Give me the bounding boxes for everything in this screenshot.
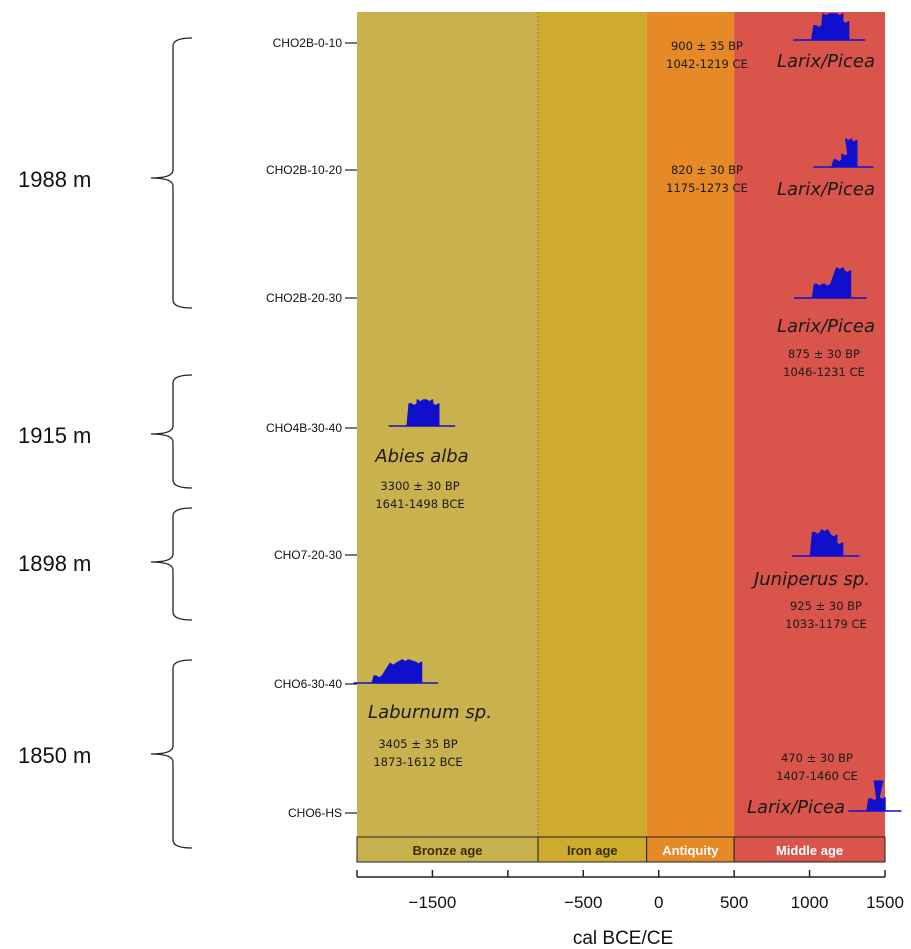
sample-label: CHO2B-10-20: [266, 163, 342, 177]
probability-distribution-0: [793, 13, 866, 41]
cal-date-4: 1033-1179 CE: [785, 617, 867, 631]
altitude-brace: [150, 507, 193, 621]
bp-date-1: 820 ± 30 BP: [671, 163, 743, 177]
period-band-0: [357, 12, 539, 837]
x-tick-label: 0: [654, 893, 663, 912]
sample-label: CHO2B-0-10: [273, 36, 343, 50]
sample-label: CHO4B-30-40: [266, 421, 342, 435]
period-band-2: [646, 12, 735, 837]
taxon-label-2: Larix/Picea: [777, 316, 875, 337]
period-label-box-2: [646, 836, 735, 863]
altitude-label: 1898 m: [18, 551, 91, 576]
probability-distribution-2: [793, 267, 868, 299]
cal-date-5: 1873-1612 BCE: [373, 755, 462, 769]
cal-date-6: 1407-1460 CE: [776, 769, 858, 783]
probability-distribution-3: [388, 399, 456, 427]
cal-date-1: 1175-1273 CE: [666, 181, 748, 195]
altitude-brace: [150, 374, 193, 489]
bp-date-0: 900 ± 35 BP: [671, 39, 743, 53]
period-band-3: [734, 12, 885, 837]
x-tick-label: 1500: [866, 893, 904, 912]
x-tick-label: −500: [564, 893, 602, 912]
sample-label: CHO2B-20-30: [266, 291, 342, 305]
altitude-label: 1850 m: [18, 743, 91, 768]
probability-distribution-5: [353, 659, 439, 684]
taxon-label-5: Laburnum sp.: [368, 702, 492, 723]
period-label-1: Iron age: [567, 843, 618, 858]
cal-date-0: 1042-1219 CE: [666, 57, 748, 71]
taxon-label-3: Abies alba: [374, 446, 468, 467]
bp-date-2: 875 ± 30 BP: [788, 347, 860, 361]
taxon-label-0: Larix/Picea: [777, 51, 875, 72]
probability-distribution-4: [791, 529, 860, 557]
period-label-3: Middle age: [776, 843, 843, 858]
probability-distribution-1: [813, 138, 874, 168]
taxon-label-1: Larix/Picea: [777, 179, 875, 200]
sample-label: CHO6-30-40: [274, 677, 342, 691]
taxon-label-6: Larix/Picea: [747, 797, 845, 818]
period-label-0: Bronze age: [412, 843, 482, 858]
altitude-label: 1988 m: [18, 167, 91, 192]
altitude-brace: [150, 37, 193, 309]
sample-label: CHO7-20-30: [274, 548, 342, 562]
x-tick-label: 500: [720, 893, 748, 912]
period-label-box-1: [537, 836, 648, 863]
bp-date-6: 470 ± 30 BP: [781, 751, 853, 765]
x-tick-label: −1500: [409, 893, 457, 912]
bp-date-5: 3405 ± 35 BP: [378, 737, 457, 751]
altitude-brace: [150, 659, 193, 849]
period-band-1: [538, 12, 647, 837]
period-label-box-3: [733, 836, 886, 863]
x-axis-title: cal BCE/CE: [573, 928, 673, 949]
period-label-box-0: [356, 836, 539, 863]
cal-date-2: 1046-1231 CE: [783, 365, 865, 379]
probability-distribution-6: [848, 780, 902, 812]
altitude-label: 1915 m: [18, 423, 91, 448]
x-tick-label: 1000: [791, 893, 829, 912]
bp-date-4: 925 ± 30 BP: [790, 599, 862, 613]
bp-date-3: 3300 ± 30 BP: [380, 479, 459, 493]
period-label-2: Antiquity: [662, 843, 719, 858]
taxon-label-4: Juniperus sp.: [751, 569, 870, 590]
cal-date-3: 1641-1498 BCE: [375, 497, 464, 511]
sample-label: CHO6-HS: [288, 806, 342, 820]
